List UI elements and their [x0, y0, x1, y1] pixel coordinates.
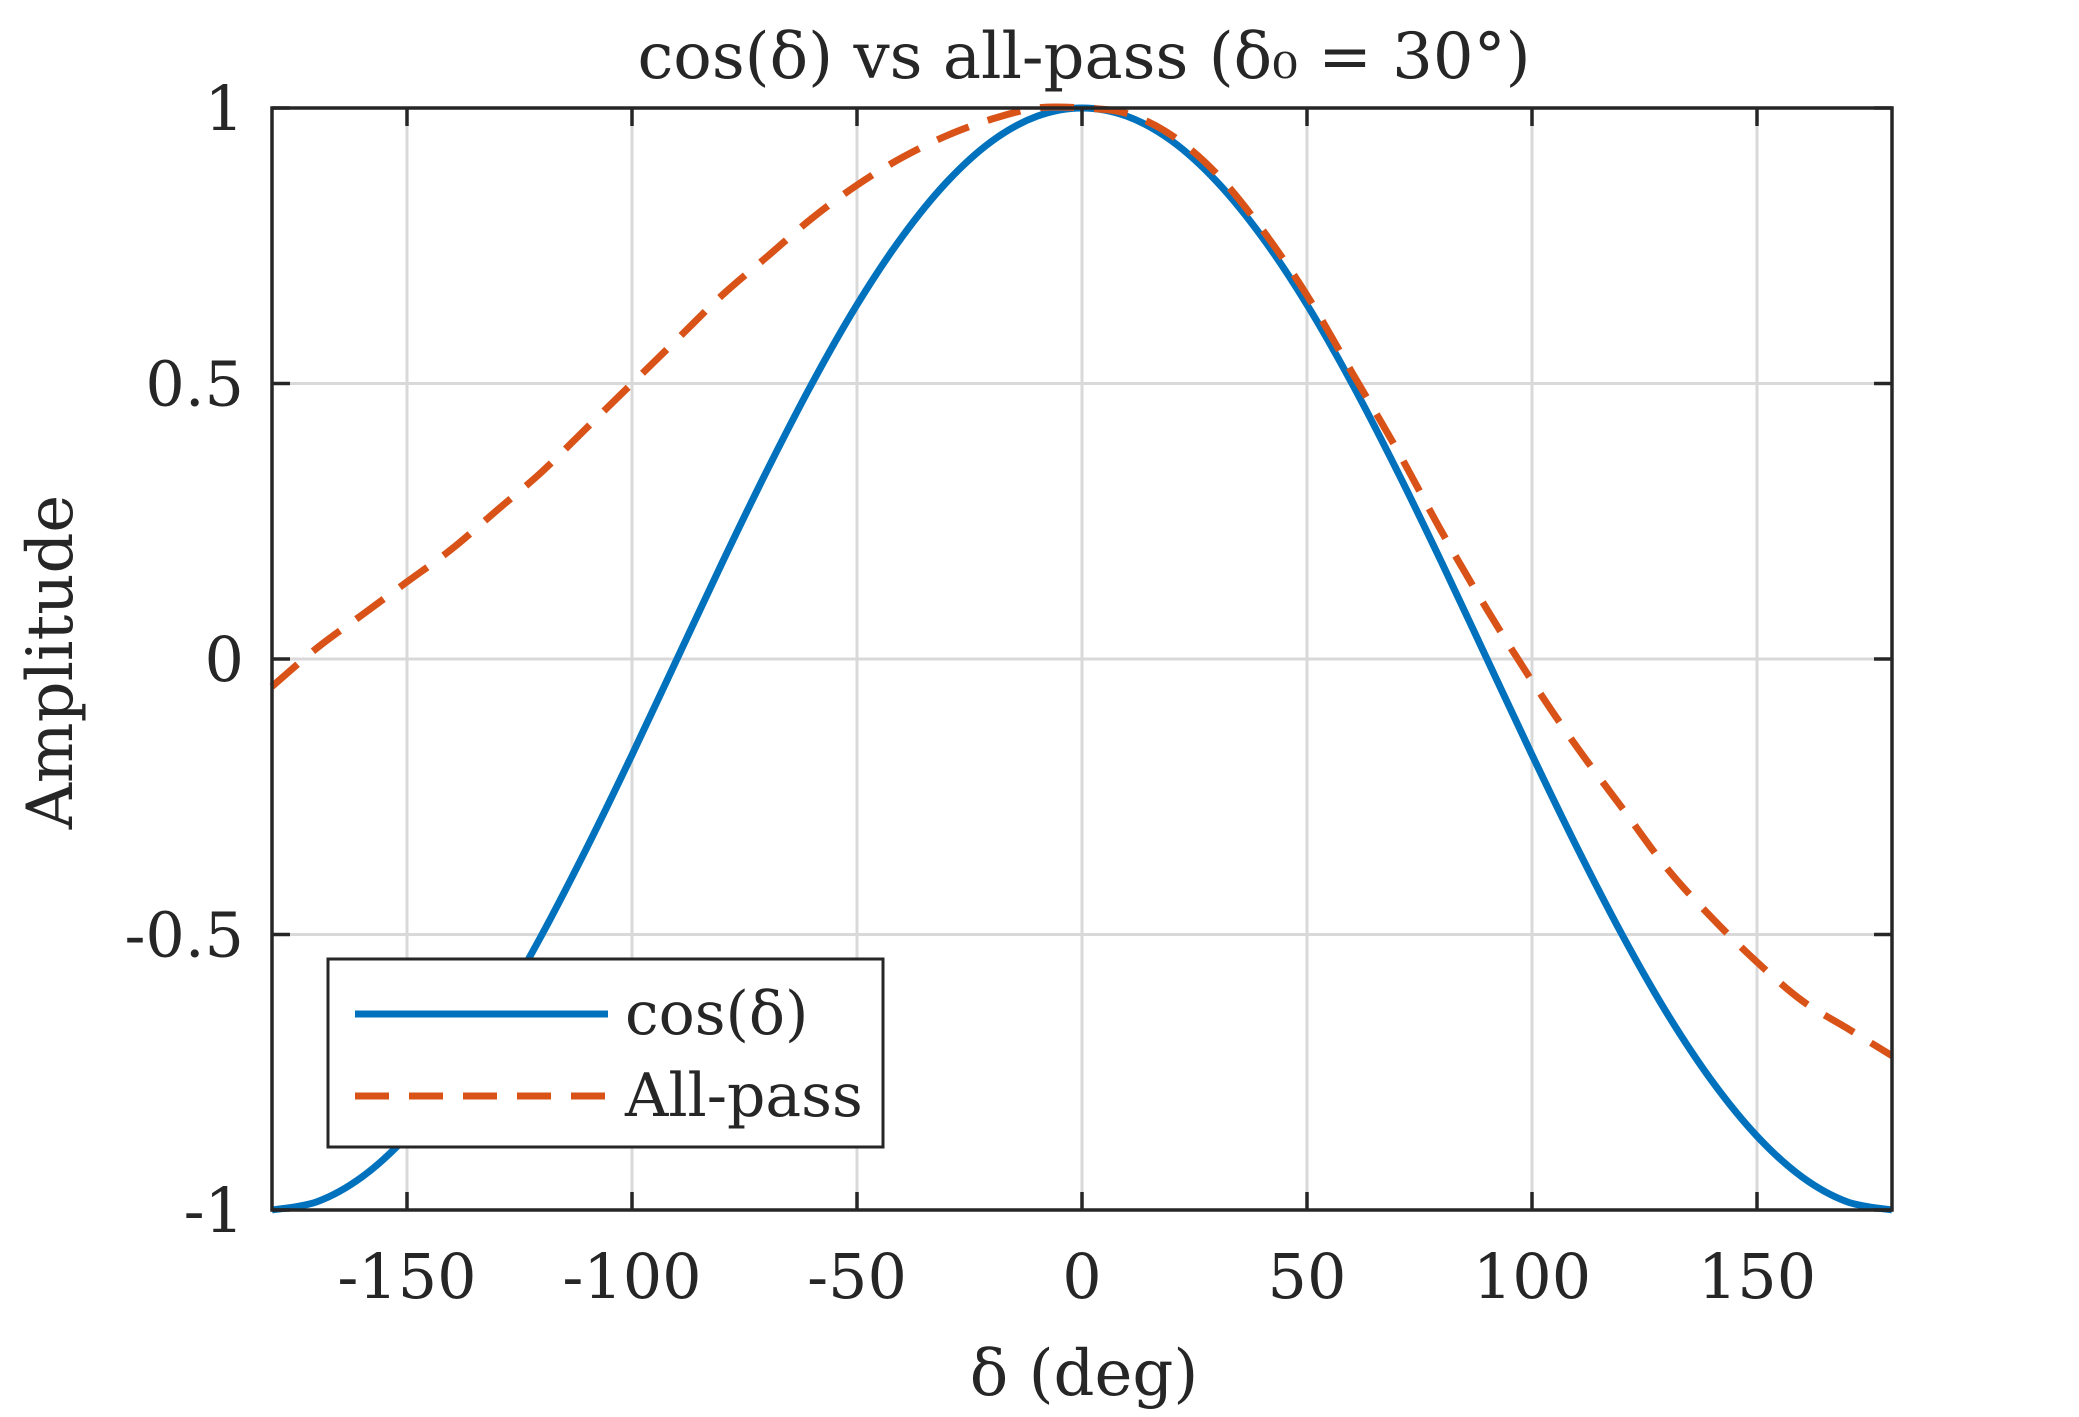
y-tick-label: 0.5 — [145, 348, 244, 421]
x-tick-label: -100 — [562, 1240, 701, 1313]
y-tick-label: 1 — [205, 72, 244, 145]
x-tick-label: 50 — [1268, 1240, 1347, 1313]
chart-title: cos(δ) vs all-pass (δ₀ = 30°) — [637, 20, 1530, 94]
x-tick-label: 0 — [1062, 1240, 1101, 1313]
x-tick-label: -150 — [337, 1240, 476, 1313]
y-tick-label: -0.5 — [124, 899, 244, 972]
x-tick-labels: -150 -100 -50 0 50 100 150 — [337, 1240, 1816, 1313]
x-tick-label: -50 — [807, 1240, 907, 1313]
y-tick-label: -1 — [184, 1174, 244, 1247]
tick-marks — [272, 106, 1892, 1212]
y-axis-label: Amplitude — [14, 495, 88, 831]
legend-label-allpass: All-pass — [624, 1061, 863, 1131]
legend: cos(δ) All-pass — [326, 957, 885, 1149]
x-tick-label: 100 — [1473, 1240, 1591, 1313]
y-tick-labels: -1 -0.5 0 0.5 1 — [124, 72, 244, 1247]
legend-label-cos: cos(δ) — [625, 979, 808, 1049]
x-axis-label: δ (deg) — [970, 1337, 1199, 1411]
y-tick-label: 0 — [205, 623, 244, 696]
series-line-allpass — [269, 103, 1894, 1059]
x-tick-label: 150 — [1698, 1240, 1816, 1313]
legend-box — [326, 957, 885, 1149]
